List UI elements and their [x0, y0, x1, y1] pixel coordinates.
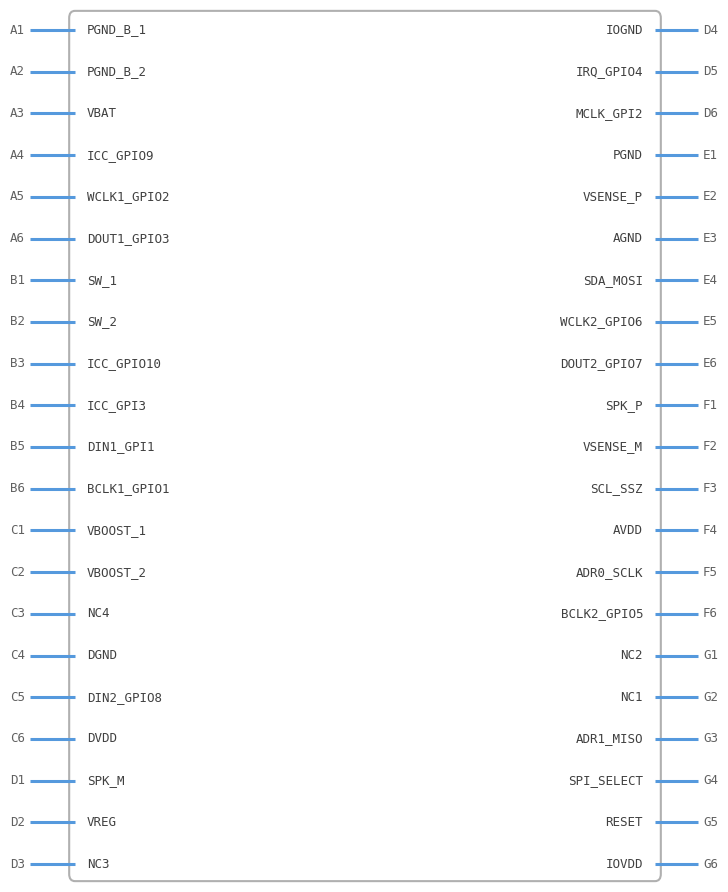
- Text: D1: D1: [10, 774, 25, 787]
- Text: B4: B4: [10, 399, 25, 412]
- Text: PGND_B_2: PGND_B_2: [87, 65, 147, 78]
- Text: G3: G3: [703, 732, 718, 746]
- Text: PGND_B_1: PGND_B_1: [87, 23, 147, 37]
- Text: VSENSE_P: VSENSE_P: [583, 190, 643, 203]
- Text: F2: F2: [703, 441, 718, 453]
- Text: B2: B2: [10, 316, 25, 328]
- Text: A2: A2: [10, 65, 25, 78]
- Text: E4: E4: [703, 274, 718, 286]
- Text: DGND: DGND: [87, 649, 117, 662]
- Text: SCL_SSZ: SCL_SSZ: [590, 483, 643, 495]
- Text: E2: E2: [703, 190, 718, 203]
- Text: AVDD: AVDD: [613, 524, 643, 537]
- Text: VREG: VREG: [87, 816, 117, 829]
- Text: ICC_GPI3: ICC_GPI3: [87, 399, 147, 412]
- Text: F4: F4: [703, 524, 718, 537]
- Text: VBOOST_2: VBOOST_2: [87, 566, 147, 579]
- Text: C5: C5: [10, 690, 25, 704]
- Text: B6: B6: [10, 483, 25, 495]
- Text: ADR0_SCLK: ADR0_SCLK: [576, 566, 643, 579]
- Text: DIN2_GPIO8: DIN2_GPIO8: [87, 690, 162, 704]
- Text: SW_2: SW_2: [87, 316, 117, 328]
- Text: NC1: NC1: [620, 690, 643, 704]
- Text: A1: A1: [10, 23, 25, 37]
- Text: DIN1_GPI1: DIN1_GPI1: [87, 441, 154, 453]
- Text: B5: B5: [10, 441, 25, 453]
- Text: F5: F5: [703, 566, 718, 579]
- Text: SPK_M: SPK_M: [87, 774, 124, 787]
- Text: G1: G1: [703, 649, 718, 662]
- Text: MCLK_GPI2: MCLK_GPI2: [576, 107, 643, 120]
- Text: G6: G6: [703, 857, 718, 871]
- Text: E6: E6: [703, 357, 718, 370]
- Text: A3: A3: [10, 107, 25, 120]
- Text: G2: G2: [703, 690, 718, 704]
- Text: A4: A4: [10, 149, 25, 161]
- Text: F3: F3: [703, 483, 718, 495]
- Text: NC3: NC3: [87, 857, 109, 871]
- Text: D5: D5: [703, 65, 718, 78]
- Text: B3: B3: [10, 357, 25, 370]
- Text: C1: C1: [10, 524, 25, 537]
- Text: D4: D4: [703, 23, 718, 37]
- Text: D3: D3: [10, 857, 25, 871]
- Text: C2: C2: [10, 566, 25, 579]
- Text: G5: G5: [703, 816, 718, 829]
- Text: WCLK2_GPIO6: WCLK2_GPIO6: [561, 316, 643, 328]
- Text: NC2: NC2: [620, 649, 643, 662]
- FancyBboxPatch shape: [69, 11, 661, 881]
- Text: B1: B1: [10, 274, 25, 286]
- Text: PGND: PGND: [613, 149, 643, 161]
- Text: ICC_GPIO10: ICC_GPIO10: [87, 357, 162, 370]
- Text: ICC_GPIO9: ICC_GPIO9: [87, 149, 154, 161]
- Text: C3: C3: [10, 607, 25, 620]
- Text: ADR1_MISO: ADR1_MISO: [576, 732, 643, 746]
- Text: VBOOST_1: VBOOST_1: [87, 524, 147, 537]
- Text: F6: F6: [703, 607, 718, 620]
- Text: SW_1: SW_1: [87, 274, 117, 286]
- Text: RESET: RESET: [606, 816, 643, 829]
- Text: SDA_MOSI: SDA_MOSI: [583, 274, 643, 286]
- Text: IOGND: IOGND: [606, 23, 643, 37]
- Text: VSENSE_M: VSENSE_M: [583, 441, 643, 453]
- Text: VBAT: VBAT: [87, 107, 117, 120]
- Text: G4: G4: [703, 774, 718, 787]
- Text: A6: A6: [10, 232, 25, 245]
- Text: C4: C4: [10, 649, 25, 662]
- Text: AGND: AGND: [613, 232, 643, 245]
- Text: F1: F1: [703, 399, 718, 412]
- Text: BCLK1_GPIO1: BCLK1_GPIO1: [87, 483, 170, 495]
- Text: C6: C6: [10, 732, 25, 746]
- Text: A5: A5: [10, 190, 25, 203]
- Text: D6: D6: [703, 107, 718, 120]
- Text: WCLK1_GPIO2: WCLK1_GPIO2: [87, 190, 170, 203]
- Text: BCLK2_GPIO5: BCLK2_GPIO5: [561, 607, 643, 620]
- Text: NC4: NC4: [87, 607, 109, 620]
- Text: IOVDD: IOVDD: [606, 857, 643, 871]
- Text: E1: E1: [703, 149, 718, 161]
- Text: DOUT1_GPIO3: DOUT1_GPIO3: [87, 232, 170, 245]
- Text: D2: D2: [10, 816, 25, 829]
- Text: E5: E5: [703, 316, 718, 328]
- Text: IRQ_GPIO4: IRQ_GPIO4: [576, 65, 643, 78]
- Text: SPK_P: SPK_P: [606, 399, 643, 412]
- Text: DOUT2_GPIO7: DOUT2_GPIO7: [561, 357, 643, 370]
- Text: DVDD: DVDD: [87, 732, 117, 746]
- Text: SPI_SELECT: SPI_SELECT: [568, 774, 643, 787]
- Text: E3: E3: [703, 232, 718, 245]
